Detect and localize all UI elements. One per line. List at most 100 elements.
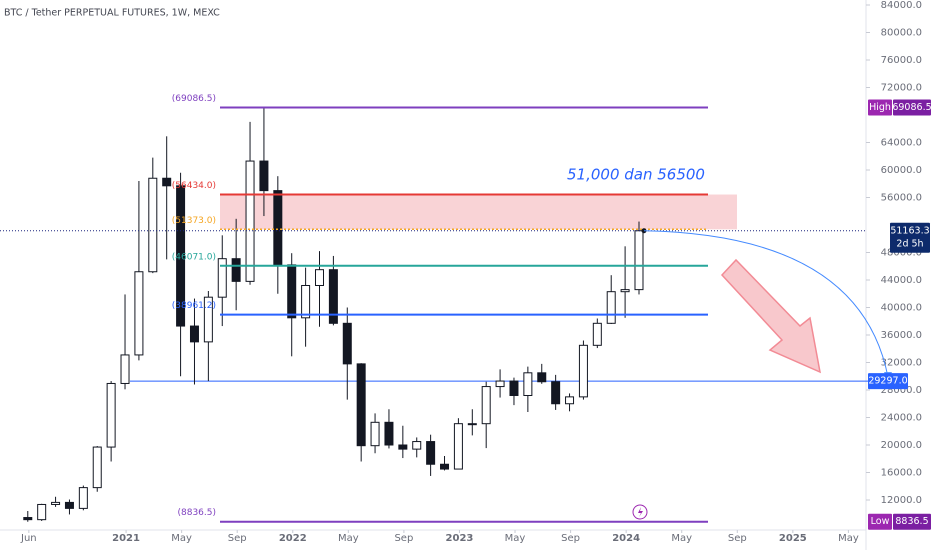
y-tick-label: 64000.0 <box>881 137 922 148</box>
annotation: 51,000 dan 56500 <box>567 166 705 184</box>
y-tick-label: 36000.0 <box>881 330 922 341</box>
y-tick-label: 28000.0 <box>881 385 922 396</box>
candle-body <box>620 289 630 293</box>
fib-label: (38961.2) <box>172 301 216 311</box>
candle-body <box>509 380 519 396</box>
fib-label: (56434.0) <box>172 181 216 191</box>
event-bolt <box>638 507 643 517</box>
candle-body <box>176 185 186 327</box>
candle-body <box>37 503 47 521</box>
price-zone <box>220 194 737 230</box>
chart-title: BTC / Tether PERPETUAL FUTURES, 1W, MEXC <box>4 8 220 19</box>
candle-body <box>565 396 575 405</box>
candle-body <box>370 421 380 447</box>
high-tag-box <box>868 99 892 116</box>
candle-body <box>481 386 491 425</box>
fib-label: (46071.0) <box>172 252 216 262</box>
high-tag-text: High <box>869 102 891 113</box>
y-tick-label: 16000.0 <box>881 467 922 478</box>
target-tag-box <box>868 373 908 390</box>
candle-body <box>634 230 644 291</box>
y-tick-label: 44000.0 <box>881 275 922 286</box>
high-tag-text: 69086.5 <box>892 102 931 113</box>
candle-body <box>412 441 422 450</box>
y-tick-label: 56000.0 <box>881 192 922 203</box>
candle-body <box>314 269 324 286</box>
high-tag-box <box>893 99 931 116</box>
candle-body <box>120 354 130 384</box>
y-tick-label: 40000.0 <box>881 302 922 313</box>
candle-body <box>245 160 255 282</box>
y-tick-label: 48000.0 <box>881 247 922 258</box>
low-tag-box <box>868 513 892 530</box>
y-tick-label: 76000.0 <box>881 55 922 66</box>
candle-body <box>148 177 158 273</box>
x-tick-label: May <box>838 533 859 544</box>
low-tag-text: Low <box>871 516 890 527</box>
y-tick-label: 60000.0 <box>881 165 922 176</box>
candle-body <box>301 284 311 319</box>
candle-body <box>287 264 297 319</box>
y-tick-label: 20000.0 <box>881 440 922 451</box>
candle-body <box>440 463 450 470</box>
candle-body <box>495 380 505 388</box>
price-tag-box <box>890 222 930 253</box>
x-tick-label: 2025 <box>779 533 807 544</box>
candle-body <box>273 190 283 266</box>
x-tick-label: May <box>671 533 692 544</box>
x-tick-label: Sep <box>728 533 747 544</box>
candle-body <box>162 177 172 187</box>
fib-label: (51373.0) <box>172 216 216 226</box>
x-tick-label: Sep <box>394 533 413 544</box>
x-tick-label: May <box>171 533 192 544</box>
candle-body <box>23 517 33 521</box>
target-tag-text: 29297.0 <box>868 376 907 387</box>
x-tick-label: 2022 <box>279 533 307 544</box>
x-tick-label: May <box>338 533 359 544</box>
candle-body <box>217 258 227 298</box>
fib-label: (69086.5) <box>172 94 216 104</box>
candle-body <box>398 444 408 450</box>
x-tick-label: Sep <box>561 533 580 544</box>
x-tick-label: 2023 <box>446 533 474 544</box>
candle-body <box>203 296 213 343</box>
down-arrow <box>720 258 821 374</box>
candle-body <box>78 487 88 509</box>
candle-body <box>551 381 561 405</box>
candle-body <box>453 423 463 470</box>
y-tick-label: 72000.0 <box>881 82 922 93</box>
candle-body <box>259 160 269 192</box>
candle-body <box>467 423 477 426</box>
candle-body <box>231 258 241 282</box>
candle-body <box>537 372 547 383</box>
x-tick-label: 2021 <box>112 533 140 544</box>
candle-body <box>384 421 394 446</box>
x-tick-label: 2024 <box>612 533 640 544</box>
projection-curve <box>643 230 889 378</box>
candle-body <box>92 446 102 489</box>
fib-label: (8836.5) <box>177 508 216 518</box>
x-tick-label: Sep <box>228 533 247 544</box>
y-tick-label: 32000.0 <box>881 357 922 368</box>
candle-body <box>328 269 338 324</box>
countdown-text: 2d 5h <box>896 238 923 249</box>
candle-body <box>356 363 366 447</box>
candle-body <box>342 322 352 365</box>
candle-body <box>134 271 144 356</box>
candle-body <box>578 344 588 398</box>
candle-body <box>426 441 436 465</box>
candle-body <box>592 322 602 346</box>
price-tag-text: 51163.3 <box>890 225 929 236</box>
candle-body <box>189 325 199 343</box>
y-tick-label: 84000.0 <box>881 0 922 11</box>
x-tick-label: May <box>505 533 526 544</box>
candle-body <box>523 372 533 396</box>
candle-body <box>106 382 116 448</box>
candle-body <box>64 501 74 509</box>
low-tag-text: 8836.5 <box>895 516 928 527</box>
low-tag-box <box>893 513 931 530</box>
y-tick-label: 24000.0 <box>881 412 922 423</box>
y-tick-label: 80000.0 <box>881 27 922 38</box>
